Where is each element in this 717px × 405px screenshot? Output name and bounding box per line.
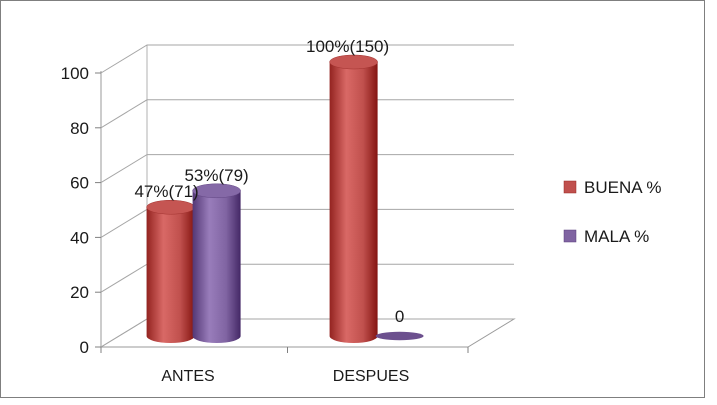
chart-frame: 0 20 40 60 80 100 47%(71) 53%(79) 100%(150) 0 AN… [0,0,705,398]
data-label: 100%(150) [306,37,389,56]
bar-top [192,183,241,199]
gridline [100,44,514,74]
data-label: 53%(79) [184,166,248,185]
legend-label: MALA % [584,227,649,246]
gridline [100,154,514,184]
bar-body [329,62,378,343]
legend-swatch [563,229,577,243]
bar-body [192,190,241,343]
y-axis: 0 20 40 60 80 100 [61,64,101,357]
bar-antes-mala [192,183,241,343]
x-tick-label: ANTES [161,368,214,385]
bar-top [146,199,195,215]
bar-top [329,54,378,70]
data-labels: 47%(71)53%(79) 100%(150) 0 [134,37,404,326]
bar-antes-buena [146,199,195,343]
legend-label: BUENA % [584,178,661,197]
y-tick-label: 80 [70,119,89,138]
x-tick-label: DESPUES [333,368,409,385]
bars [146,54,424,343]
y-tick-label: 20 [70,283,89,302]
legend-swatch [563,180,577,194]
y-tick-label: 40 [70,228,89,247]
y-tick-label: 60 [70,174,89,193]
x-axis: ANTES DESPUES [100,347,469,385]
data-label: 47%(71) [134,182,198,201]
y-tick-label: 0 [80,338,89,357]
legend: BUENA % MALA % [563,178,661,246]
bar-flat [375,331,424,341]
gridline [100,99,514,129]
bar-despues-buena [329,54,378,343]
bar-body [146,207,195,343]
data-label: 0 [395,307,404,326]
y-tick-label: 100 [61,64,89,83]
bar-despues-mala [375,331,424,341]
bar-chart: 0 20 40 60 80 100 47%(71)53%(79) 100%(150) 0 AN… [61,37,662,385]
